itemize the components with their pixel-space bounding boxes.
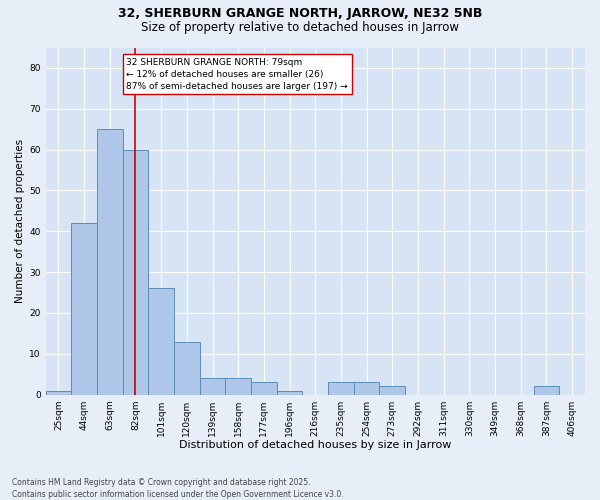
Bar <box>97 129 122 394</box>
Bar <box>277 390 302 394</box>
Bar <box>46 390 71 394</box>
Text: 32, SHERBURN GRANGE NORTH, JARROW, NE32 5NB: 32, SHERBURN GRANGE NORTH, JARROW, NE32 … <box>118 8 482 20</box>
Bar <box>200 378 226 394</box>
Bar <box>71 223 97 394</box>
Bar <box>379 386 405 394</box>
X-axis label: Distribution of detached houses by size in Jarrow: Distribution of detached houses by size … <box>179 440 451 450</box>
Bar <box>174 342 200 394</box>
Text: Contains HM Land Registry data © Crown copyright and database right 2025.
Contai: Contains HM Land Registry data © Crown c… <box>12 478 344 499</box>
Bar <box>122 150 148 394</box>
Bar <box>328 382 354 394</box>
Text: Size of property relative to detached houses in Jarrow: Size of property relative to detached ho… <box>141 21 459 34</box>
Bar <box>533 386 559 394</box>
Bar <box>148 288 174 395</box>
Y-axis label: Number of detached properties: Number of detached properties <box>15 139 25 303</box>
Text: 32 SHERBURN GRANGE NORTH: 79sqm
← 12% of detached houses are smaller (26)
87% of: 32 SHERBURN GRANGE NORTH: 79sqm ← 12% of… <box>127 58 348 90</box>
Bar <box>226 378 251 394</box>
Bar <box>354 382 379 394</box>
Bar <box>251 382 277 394</box>
